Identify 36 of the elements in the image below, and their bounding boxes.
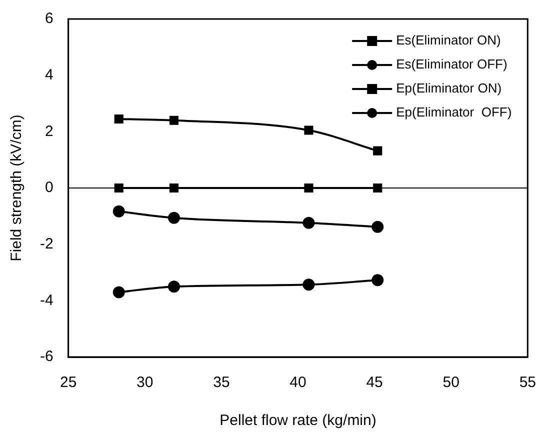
point (168, 212, 180, 224)
legend-label: Ep(Eliminator ON) (396, 80, 502, 96)
point (114, 183, 124, 193)
point (302, 278, 315, 291)
y-tick-label: 6 (44, 10, 54, 28)
x-tick-label: 50 (442, 374, 460, 392)
x-tick-label: 30 (136, 374, 154, 392)
point (112, 205, 125, 218)
x-tick-label: 55 (519, 374, 536, 392)
point (114, 114, 124, 124)
point (373, 183, 382, 193)
point (302, 216, 315, 229)
point (373, 146, 382, 156)
y-tick-label: 4 (44, 66, 54, 84)
legend-label: Es(Eliminator ON) (396, 32, 501, 48)
x-tick-label: 40 (290, 374, 306, 392)
point (304, 183, 314, 193)
y-tick-label: -2 (40, 235, 54, 252)
y-tick-label: 2 (44, 122, 54, 140)
y-tick-label: -6 (40, 348, 54, 366)
y-tick-label: 0 (44, 179, 54, 196)
point (168, 280, 180, 293)
point (304, 126, 314, 135)
x-tick-label: 45 (366, 374, 383, 392)
x-tick-label: 25 (60, 374, 77, 392)
point (372, 274, 384, 286)
point (169, 116, 179, 125)
x-tick-label: 35 (213, 374, 230, 392)
point (372, 220, 384, 233)
x-axis-title: Pellet flow rate (kg/min) (220, 412, 376, 430)
legend-label: Ep(Eliminator OFF) (396, 104, 512, 120)
legend-label: Es(Eliminator OFF) (396, 56, 508, 72)
y-tick-label: -4 (40, 292, 54, 309)
y-axis-title: Field strength (kV/cm) (8, 114, 26, 262)
point (169, 183, 179, 193)
point (112, 286, 125, 298)
